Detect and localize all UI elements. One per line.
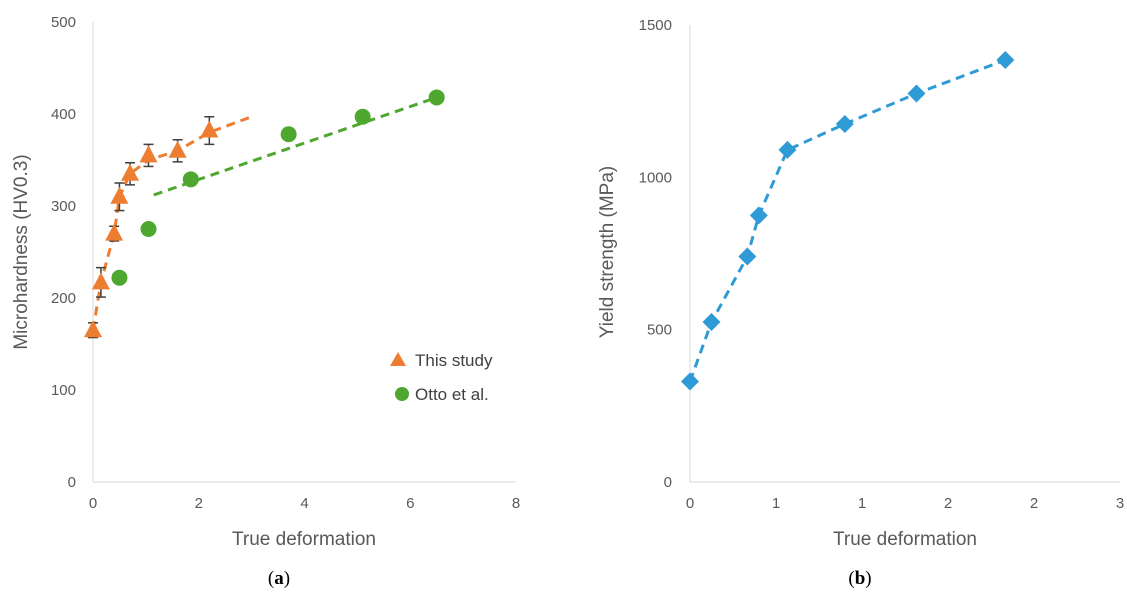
trend-line-series-0	[91, 115, 253, 331]
data-point-series-1	[182, 171, 199, 188]
trend-line-series-1	[153, 96, 438, 197]
panel-a: Microhardness (HV0.3) True deformation 0…	[11, 14, 520, 589]
trend-lines	[91, 96, 438, 331]
legend-label-otto: Otto et al.	[415, 385, 489, 404]
data-point-series-0	[200, 120, 219, 138]
data-point-series-0	[91, 272, 110, 290]
x-axis-title: True deformation	[232, 529, 376, 550]
data-point	[702, 313, 721, 332]
y-tick-label: 0	[664, 474, 672, 491]
data-point	[996, 51, 1015, 70]
x-tick-label: 3	[1116, 495, 1124, 512]
data-point-series-0	[110, 186, 129, 204]
x-tick-label: 2	[195, 495, 203, 512]
y-tick-label: 1500	[639, 17, 672, 34]
x-tick-label: 2	[1030, 495, 1038, 512]
data-point-series-1	[111, 269, 128, 286]
x-tick-label: 0	[89, 495, 97, 512]
y-tick-label: 0	[68, 474, 76, 491]
caption-b: (b)	[848, 568, 871, 589]
x-tick-label: 1	[772, 495, 780, 512]
x-tick-label: 4	[300, 495, 308, 512]
legend: This study Otto et al.	[390, 351, 493, 404]
legend-label-this-study: This study	[415, 351, 493, 370]
y-tick-labels: 0 100 200 300 400 500	[51, 14, 76, 491]
data-points	[681, 51, 1015, 391]
data-point	[681, 372, 699, 391]
x-axis-title: True deformation	[833, 529, 977, 550]
y-tick-label: 200	[51, 290, 76, 307]
data-point	[835, 115, 854, 134]
x-tick-labels: 0 2 4 6 8	[89, 495, 520, 512]
legend-marker-otto	[395, 387, 409, 401]
legend-marker-this-study	[390, 352, 406, 366]
data-point-series-1	[280, 126, 297, 143]
data-point-series-0	[168, 140, 187, 158]
y-tick-label: 500	[647, 322, 672, 339]
x-tick-label: 2	[944, 495, 952, 512]
y-tick-label: 1000	[639, 169, 672, 186]
caption-a: (a)	[268, 568, 290, 589]
series-line	[688, 58, 1006, 382]
y-axis-title: Yield strength (MPa)	[597, 166, 618, 338]
data-point	[778, 140, 797, 159]
x-tick-label: 8	[512, 495, 520, 512]
data-point-series-1	[354, 108, 371, 125]
data-point	[738, 247, 757, 266]
series-line	[688, 58, 1006, 382]
data-point-series-0	[121, 163, 140, 181]
x-tick-label: 0	[686, 495, 694, 512]
y-tick-labels: 0 500 1000 1500	[639, 17, 672, 491]
panel-b: Yield strength (MPa) True deformation 0 5…	[597, 17, 1124, 589]
y-tick-label: 400	[51, 106, 76, 123]
x-tick-label: 6	[406, 495, 414, 512]
data-point	[749, 206, 768, 225]
data-point-series-0	[105, 223, 124, 241]
y-tick-label: 500	[51, 14, 76, 31]
data-point-series-0	[139, 145, 158, 163]
x-tick-labels: 0 1 1 2 2 3	[686, 495, 1124, 512]
y-tick-label: 300	[51, 198, 76, 215]
y-tick-label: 100	[51, 382, 76, 399]
x-tick-label: 1	[858, 495, 866, 512]
data-point-series-1	[140, 221, 157, 237]
data-point	[907, 84, 926, 103]
data-point-series-0	[84, 320, 102, 338]
data-point-series-1	[428, 89, 445, 106]
y-axis-title: Microhardness (HV0.3)	[11, 154, 32, 349]
data-points	[84, 89, 445, 338]
